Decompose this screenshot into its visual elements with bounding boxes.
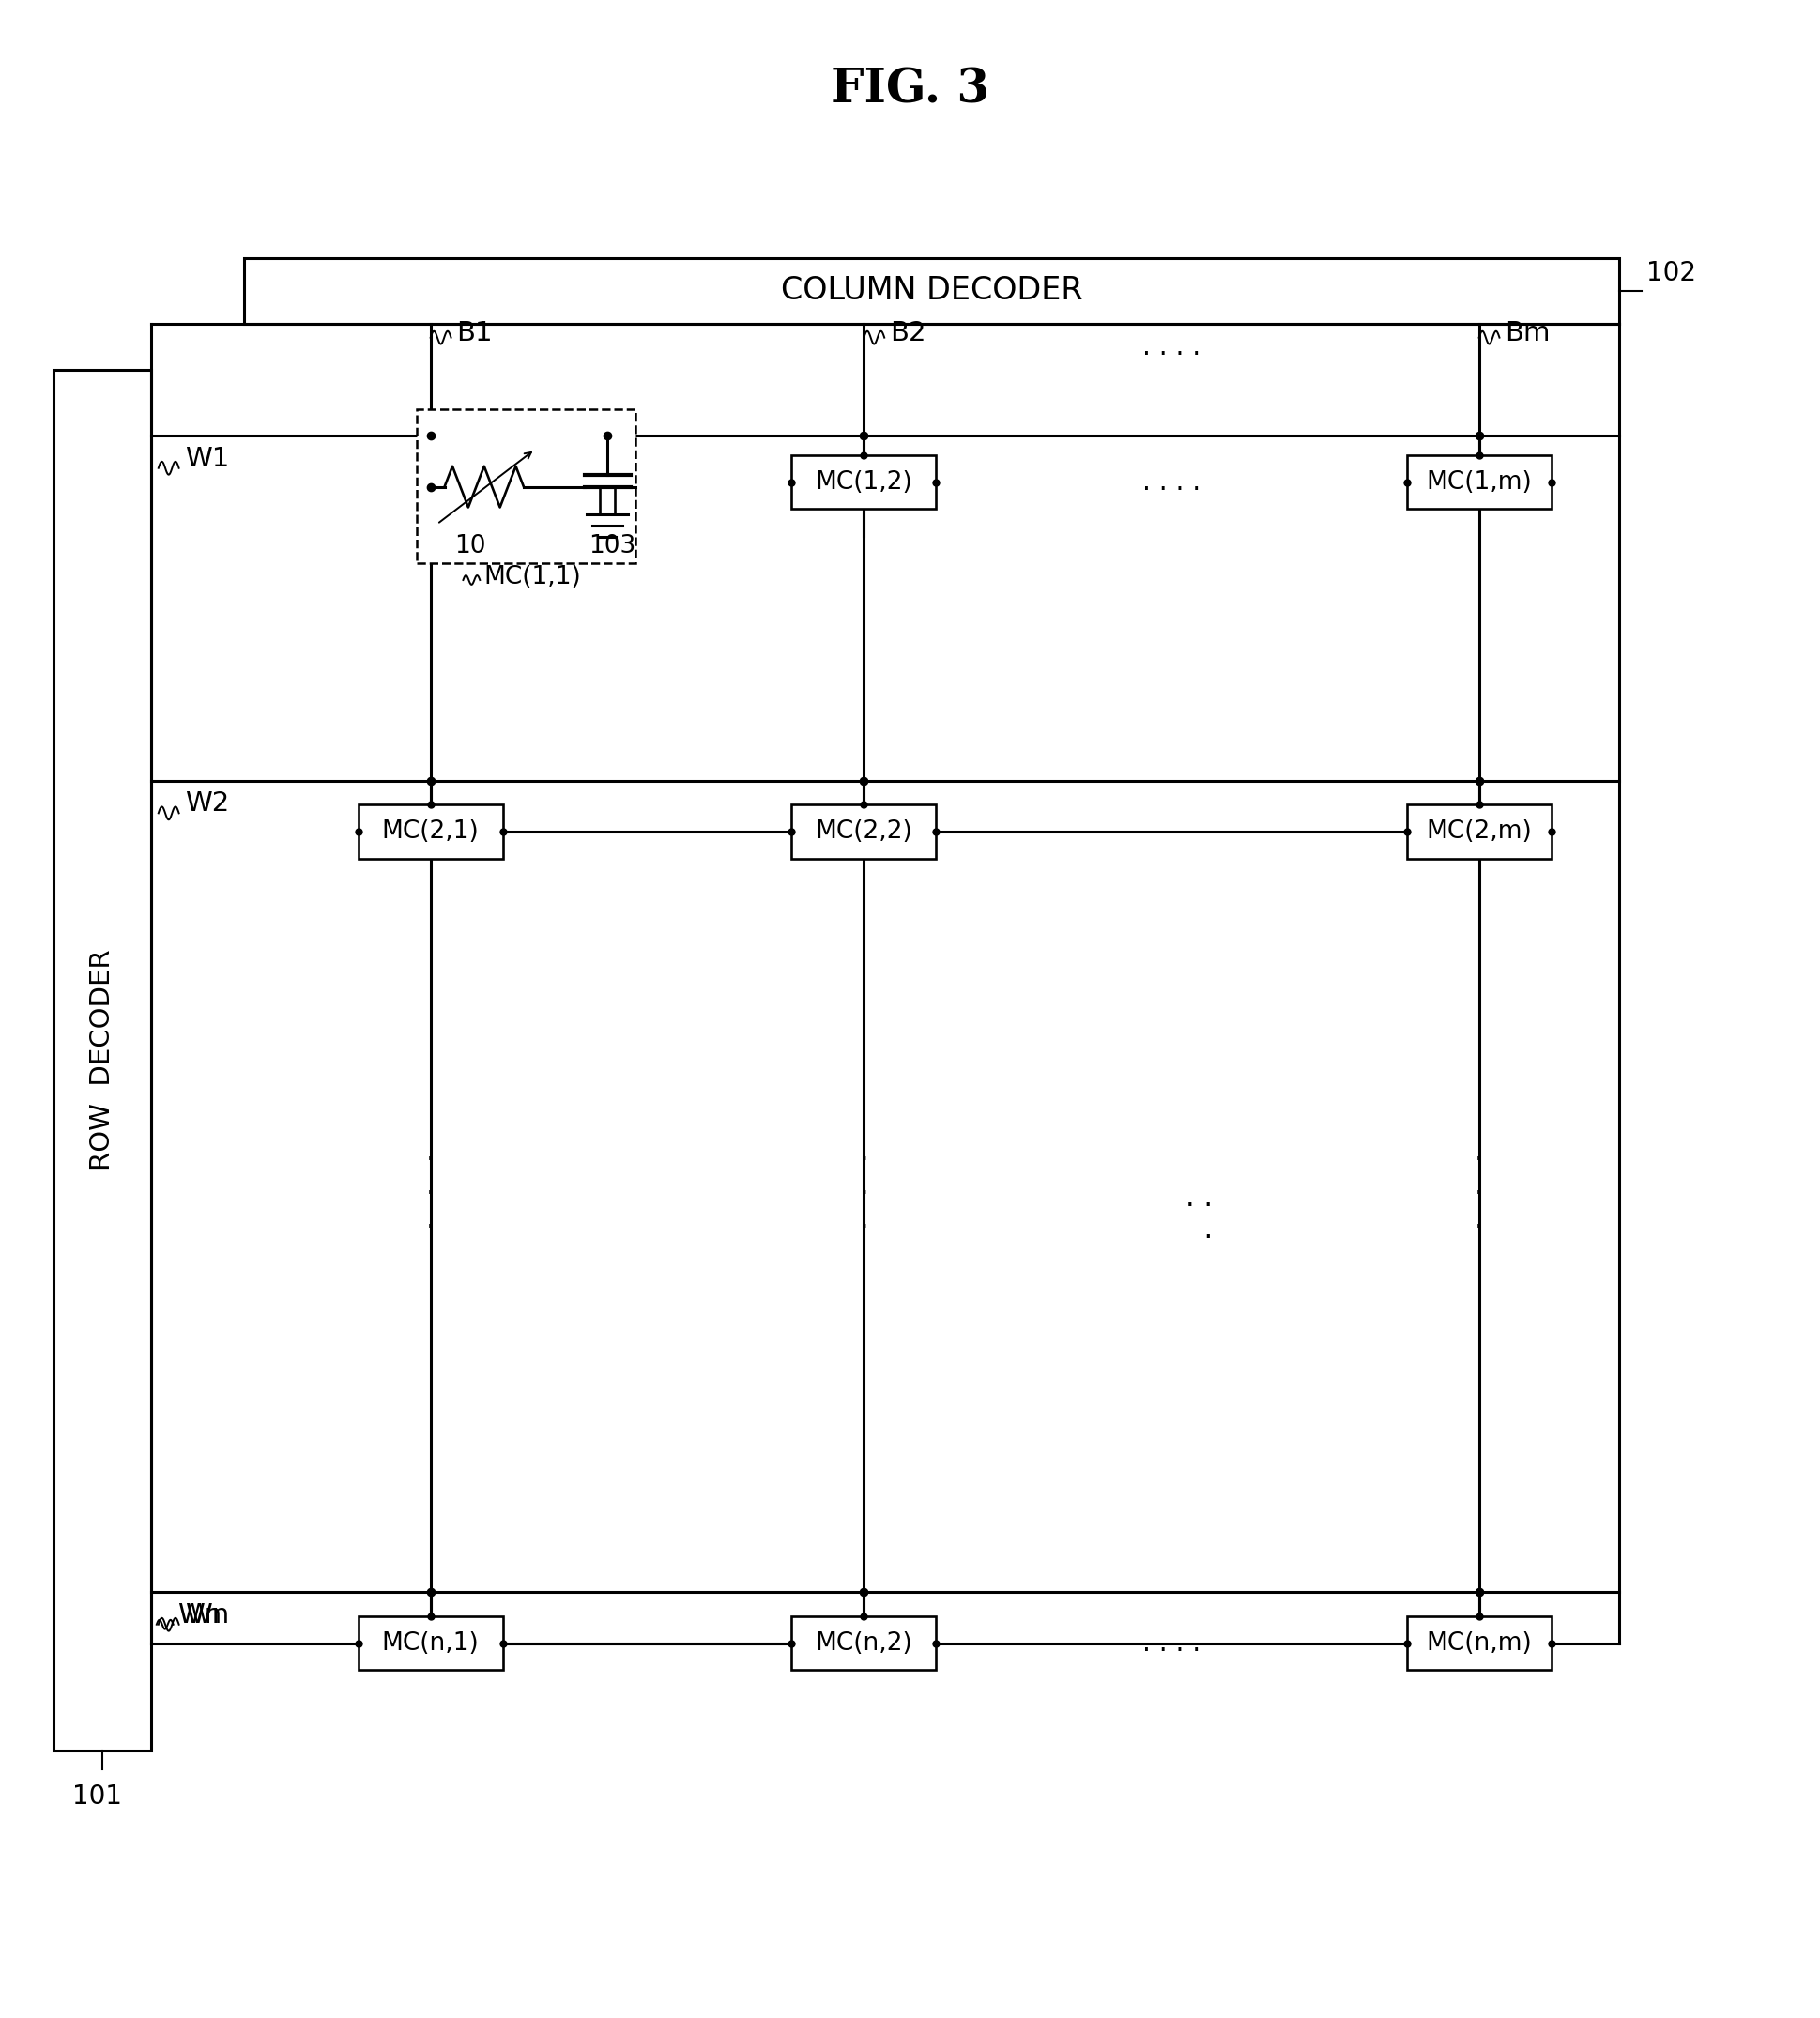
Bar — [792, 1616, 935, 1671]
Bar — [53, 369, 151, 1750]
Text: . . . .: . . . . — [1143, 1631, 1201, 1657]
Bar — [1407, 1616, 1551, 1671]
Bar — [792, 805, 935, 860]
Text: 102: 102 — [1647, 260, 1696, 287]
Text: MC(n,2): MC(n,2) — [815, 1631, 912, 1655]
Text: ROW  DECODER: ROW DECODER — [89, 950, 115, 1170]
Bar — [359, 805, 502, 860]
Text: MC(n,1): MC(n,1) — [382, 1631, 479, 1655]
Text: Wn: Wn — [177, 1602, 222, 1629]
Bar — [1407, 805, 1551, 860]
Bar — [417, 410, 635, 563]
Text: Wn: Wn — [184, 1602, 229, 1629]
Text: . . . .: . . . . — [1143, 333, 1201, 359]
Text: MC(1,m): MC(1,m) — [1427, 470, 1532, 494]
Text: MC(2,m): MC(2,m) — [1427, 819, 1532, 844]
Bar — [1407, 456, 1551, 509]
Text: W2: W2 — [184, 791, 229, 817]
Text: MC(1,1): MC(1,1) — [484, 565, 581, 589]
Text: MC(1,2): MC(1,2) — [815, 470, 912, 494]
Text: . . . .: . . . . — [1143, 468, 1201, 494]
Text: W1: W1 — [184, 446, 229, 472]
Bar — [244, 258, 1618, 323]
Text: B2: B2 — [890, 319, 926, 345]
Text: MC(2,2): MC(2,2) — [815, 819, 912, 844]
Bar — [792, 456, 935, 509]
Text: 103: 103 — [588, 535, 635, 559]
Text: MC(n,m): MC(n,m) — [1427, 1631, 1532, 1655]
Text: .
.
.: . . . — [426, 1138, 435, 1233]
Text: . .
  .: . . . — [1185, 1185, 1212, 1243]
Text: FIG. 3: FIG. 3 — [832, 67, 990, 113]
Text: MC(2,1): MC(2,1) — [382, 819, 479, 844]
Text: B1: B1 — [457, 319, 493, 345]
Text: 101: 101 — [73, 1784, 122, 1810]
Text: COLUMN DECODER: COLUMN DECODER — [781, 274, 1083, 307]
Text: .
.
.: . . . — [1474, 1138, 1483, 1233]
Text: .
.
.: . . . — [859, 1138, 868, 1233]
Text: Bm: Bm — [1505, 319, 1551, 345]
Bar — [359, 1616, 502, 1671]
Text: 10: 10 — [455, 535, 486, 559]
